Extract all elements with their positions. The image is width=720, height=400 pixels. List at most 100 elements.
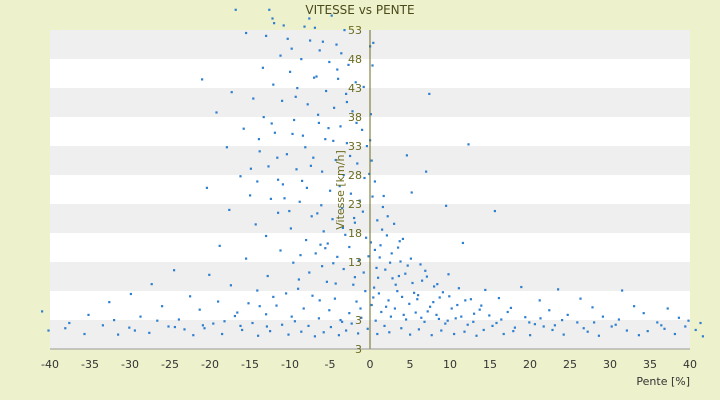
data-point (388, 331, 391, 334)
data-point (417, 328, 420, 331)
data-point (139, 315, 142, 318)
data-point (288, 209, 291, 213)
data-point (349, 192, 352, 195)
data-point (386, 215, 389, 218)
data-point (533, 323, 536, 326)
data-point (68, 321, 71, 325)
data-point (408, 302, 411, 305)
data-point (303, 25, 306, 28)
data-point (561, 319, 564, 322)
data-point (177, 318, 180, 321)
data-point (233, 314, 236, 318)
data-point (617, 318, 620, 321)
x-tick-label: -25 (161, 358, 179, 371)
data-point (337, 77, 340, 80)
x-tick-label: -5 (325, 358, 336, 371)
data-point (436, 283, 439, 286)
data-point (247, 302, 250, 305)
data-point (493, 209, 496, 213)
data-point (601, 315, 604, 318)
data-point (242, 127, 245, 130)
data-point (257, 334, 260, 337)
data-point (500, 318, 503, 321)
data-point (266, 274, 269, 278)
data-point (317, 113, 320, 116)
data-point (357, 332, 360, 335)
data-point (87, 313, 90, 316)
data-point (687, 319, 690, 322)
data-point (353, 216, 356, 220)
data-point (417, 294, 420, 297)
data-point (293, 118, 296, 122)
data-point (362, 271, 365, 274)
data-point (400, 327, 403, 330)
data-point (373, 286, 376, 289)
data-point (482, 328, 485, 332)
data-point (542, 325, 545, 328)
data-point (321, 170, 324, 173)
data-point (371, 64, 374, 67)
data-point (341, 207, 344, 210)
data-point (520, 285, 523, 289)
data-point (441, 291, 444, 294)
data-point (524, 316, 527, 319)
data-point (438, 296, 441, 299)
data-point (272, 83, 275, 86)
data-point (355, 121, 358, 124)
data-point (129, 292, 132, 296)
data-point (363, 176, 366, 180)
data-point (385, 305, 388, 308)
data-point (296, 87, 299, 90)
data-point (557, 288, 560, 291)
data-point (258, 150, 261, 153)
data-point (108, 301, 111, 304)
data-point (366, 327, 369, 330)
x-axis-label: Pente [%] (636, 375, 690, 388)
data-point (305, 186, 308, 189)
data-point (305, 238, 308, 242)
data-point (198, 308, 201, 311)
data-point (309, 164, 312, 167)
data-point (314, 252, 317, 255)
data-point (307, 324, 310, 327)
data-point (528, 321, 531, 324)
x-tick-label: -40 (41, 358, 59, 371)
data-point (261, 66, 264, 69)
data-point (354, 81, 357, 84)
data-point (433, 285, 436, 288)
data-point (378, 256, 381, 259)
data-point (461, 241, 464, 245)
data-point (292, 261, 295, 264)
data-point (538, 299, 541, 302)
data-point (267, 165, 270, 168)
data-point (457, 287, 460, 290)
data-point (295, 168, 298, 171)
data-point (466, 323, 469, 326)
data-point (444, 322, 447, 325)
data-point (308, 271, 311, 274)
data-point (488, 314, 491, 317)
data-point (205, 186, 208, 189)
data-point (270, 122, 273, 125)
data-point (405, 318, 408, 321)
data-point (423, 320, 426, 323)
data-point (298, 200, 301, 203)
data-point (473, 312, 476, 315)
data-point (324, 138, 327, 141)
y-tick-label: 3 (355, 343, 362, 356)
x-tick-label: 0 (367, 358, 374, 371)
data-point (234, 8, 237, 11)
data-point (642, 312, 645, 315)
y-tick-label: 48 (348, 53, 362, 66)
data-point (299, 254, 302, 257)
data-point (376, 219, 379, 222)
data-point (373, 180, 376, 183)
data-point (374, 319, 377, 322)
data-point (506, 310, 509, 314)
data-point (273, 22, 276, 25)
data-point (362, 85, 365, 89)
data-point (646, 330, 649, 333)
data-point (294, 95, 297, 98)
